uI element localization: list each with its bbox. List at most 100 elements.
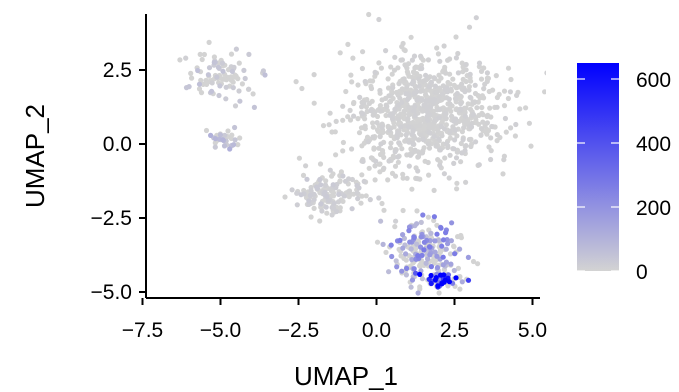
data-point — [416, 76, 422, 82]
data-point — [411, 90, 417, 96]
data-point — [443, 70, 449, 76]
y-axis-ticks: −5.0 −2.5 0.0 2.5 — [91, 59, 146, 304]
data-point — [335, 199, 342, 205]
data-point — [390, 155, 397, 161]
data-point — [458, 101, 464, 107]
data-point — [251, 104, 257, 110]
data-point — [349, 79, 355, 85]
data-point — [413, 270, 419, 276]
data-point — [443, 230, 449, 236]
data-point — [392, 224, 398, 230]
data-point — [359, 104, 365, 110]
data-point — [418, 219, 424, 225]
data-point — [484, 120, 490, 126]
data-point — [459, 279, 465, 285]
data-point — [227, 146, 233, 152]
data-point — [406, 104, 412, 110]
data-point — [394, 264, 400, 270]
data-point — [403, 132, 409, 138]
data-point — [378, 218, 384, 224]
data-point — [435, 157, 441, 163]
data-point — [452, 127, 458, 133]
data-point — [434, 265, 441, 271]
data-point — [418, 88, 424, 94]
data-point — [351, 113, 357, 119]
data-point — [435, 51, 441, 57]
data-point — [403, 91, 409, 97]
data-point — [425, 141, 431, 147]
data-point — [333, 118, 339, 124]
data-point — [397, 237, 403, 243]
data-point — [341, 193, 347, 199]
data-point — [442, 86, 448, 92]
data-point — [440, 237, 447, 243]
data-point — [359, 172, 365, 178]
data-point — [452, 96, 459, 102]
data-point — [233, 46, 239, 52]
data-point — [384, 103, 390, 110]
data-point — [478, 132, 484, 138]
data-point — [217, 83, 223, 89]
data-point — [409, 186, 415, 192]
data-point — [388, 140, 394, 146]
data-point — [340, 103, 346, 109]
data-point — [228, 74, 234, 80]
data-point — [443, 246, 449, 252]
data-point — [448, 238, 454, 244]
data-point — [386, 158, 392, 164]
data-point — [242, 75, 248, 82]
data-point — [230, 79, 236, 85]
data-point — [454, 90, 460, 97]
data-point — [455, 50, 461, 57]
data-point — [427, 130, 433, 136]
data-point — [468, 78, 474, 84]
colorbar-tick-label: 600 — [636, 69, 671, 92]
data-point — [241, 67, 247, 73]
data-point — [426, 84, 432, 90]
data-point — [379, 97, 385, 103]
data-point — [460, 137, 466, 143]
data-point — [392, 163, 399, 169]
x-tick-label: 0.0 — [362, 319, 391, 342]
data-point — [544, 70, 546, 76]
data-point — [377, 134, 383, 140]
data-point — [372, 177, 378, 183]
data-point — [317, 177, 323, 183]
data-point — [392, 106, 398, 112]
data-point — [311, 197, 317, 203]
data-point — [196, 81, 203, 87]
data-point — [451, 267, 457, 274]
data-points — [177, 11, 546, 307]
data-point — [223, 96, 229, 102]
data-point — [405, 116, 411, 122]
data-point — [379, 200, 385, 207]
data-point — [441, 43, 447, 49]
data-point — [436, 237, 442, 243]
data-point — [355, 82, 361, 88]
data-point — [479, 93, 485, 99]
data-point — [451, 146, 457, 152]
data-point — [400, 40, 406, 47]
data-point — [447, 101, 453, 107]
x-tick-label: −2.5 — [278, 319, 319, 342]
data-point — [188, 70, 194, 76]
data-point — [443, 122, 449, 128]
data-point — [409, 257, 415, 263]
data-point — [211, 59, 217, 65]
data-point — [425, 302, 430, 307]
data-point — [428, 264, 434, 270]
data-point — [453, 155, 460, 161]
data-point — [436, 136, 442, 142]
x-axis-ticks: −7.5 −5.0 −2.5 0.0 2.5 5.0 — [122, 298, 547, 342]
data-point — [501, 88, 508, 94]
data-point — [430, 98, 436, 105]
data-point — [416, 83, 422, 89]
data-point — [370, 112, 376, 118]
data-point — [296, 155, 302, 161]
data-point — [459, 60, 465, 66]
data-point — [523, 105, 529, 111]
data-point — [452, 251, 458, 257]
data-point — [447, 135, 453, 141]
data-point — [389, 116, 396, 122]
data-point — [454, 180, 460, 186]
